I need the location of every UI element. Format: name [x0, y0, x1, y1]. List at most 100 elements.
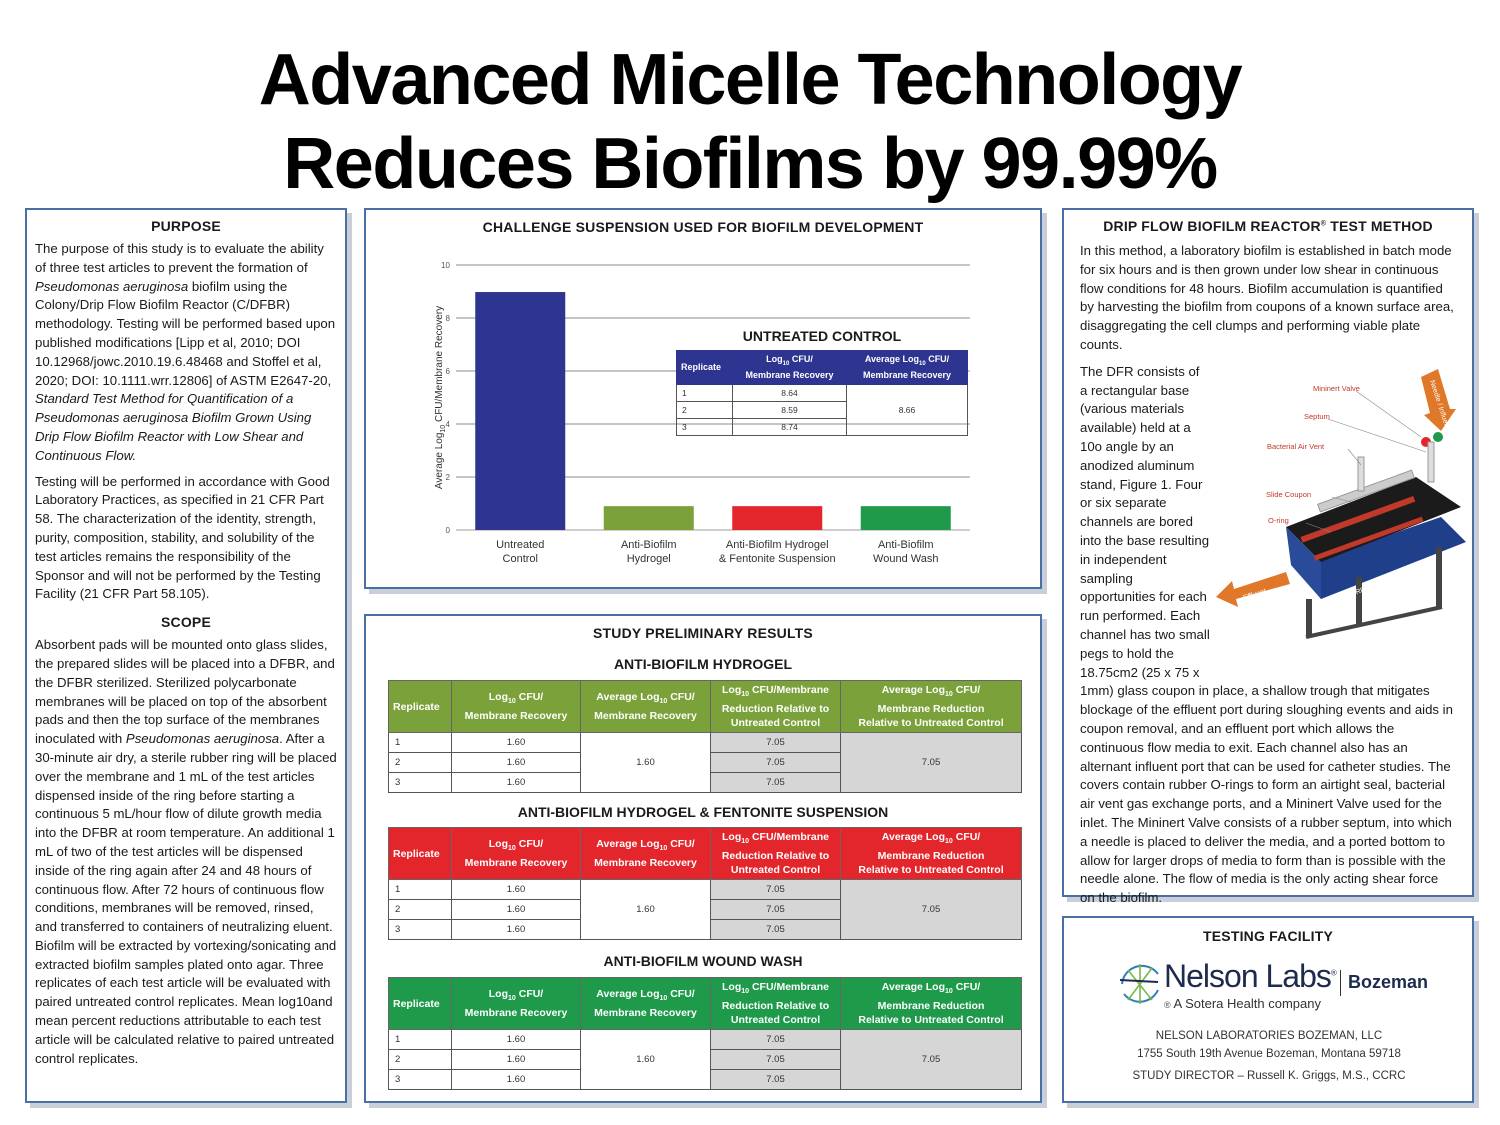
replicate-cell: 3	[388, 1069, 452, 1091]
reduction-cell: 7.05	[710, 899, 841, 921]
y-tick-label: 10	[441, 261, 450, 270]
table-row: 2 1.60 7.05	[388, 1049, 1022, 1071]
leader-line	[1305, 522, 1332, 533]
table-row: 1 1.60 1.60 7.05 7.05	[388, 732, 1022, 794]
text-run: Membrane Recovery	[464, 710, 568, 723]
col-average-recovery: Average Log10 CFU/Membrane Recovery	[580, 679, 711, 734]
x-category-label: & Fentonite Suspension	[719, 553, 836, 565]
y-tick-label: 2	[446, 473, 451, 482]
subscript: 10	[782, 360, 790, 367]
replicate-cell: 3	[388, 919, 452, 941]
replicate-cell: 2	[388, 1049, 452, 1071]
subscript: 10	[508, 995, 516, 1003]
purpose-paragraph-2: Testing will be performed in accordance …	[35, 473, 330, 602]
col-replicate: Replicate	[676, 350, 733, 385]
col-log-recovery: Log10 CFU/Membrane Recovery	[451, 976, 581, 1031]
subscript: 10	[508, 845, 516, 853]
stand-leg	[1356, 576, 1362, 625]
reactor-front-face	[1296, 516, 1466, 599]
text-run: Membrane Recovery	[594, 1007, 697, 1020]
subscript: 10	[659, 845, 668, 853]
text-run: Reduction Relative to	[721, 703, 830, 716]
replicate-cell: 1	[388, 1029, 452, 1051]
x-category-label: Anti-Biofilm	[621, 539, 677, 551]
text-run: biofilm using the Colony/Drip Flow Biofi…	[35, 278, 336, 388]
study-director: STUDY DIRECTOR – Russell K. Griggs, M.S.…	[1132, 1070, 1406, 1082]
scope-body: Absorbent pads will be mounted onto glas…	[35, 636, 337, 1068]
bar	[603, 506, 694, 530]
subscript: 10	[919, 360, 926, 367]
table-row: 3 1.60 7.05	[388, 919, 1022, 941]
average-reduction-cell: 7.05	[840, 732, 1022, 794]
table-row: 1 1.60 1.60 7.05 7.05	[388, 1029, 1022, 1091]
text-run: CFU/	[952, 981, 981, 993]
x-category-label: Anti-Biofilm Hydrogel	[726, 539, 829, 551]
table-header-row: Replicate Log10 CFU/Membrane Recovery Aver…	[388, 976, 1022, 1031]
text-run: Average Log	[881, 831, 945, 843]
result-table: Replicate Log10 CFU/Membrane Recovery Aver…	[388, 826, 1022, 941]
log-value-cell: 1.60	[451, 772, 581, 794]
text-run: CFU/	[667, 988, 695, 1000]
bar	[860, 506, 951, 530]
logo-divider	[1340, 970, 1341, 996]
subscript: 10	[659, 995, 668, 1003]
reduction-cell: 7.05	[710, 752, 841, 774]
text-run: CFU/	[515, 838, 544, 850]
text-run: Log	[722, 981, 742, 993]
text-run: CFU/Membrane	[749, 981, 829, 993]
subscript: 10	[508, 698, 516, 706]
y-tick-label: 6	[446, 367, 451, 376]
purpose-heading: PURPOSE	[151, 218, 221, 234]
leader-line	[1355, 390, 1422, 438]
untreated-control-block: UNTREATED CONTROL Replicate Log10 CFU/Me…	[676, 328, 968, 436]
replicate-cell: 2	[388, 899, 452, 921]
col-reduction: Log10 CFU/Membrane Reduction Relative to U…	[710, 976, 841, 1031]
method-panel: DRIP FLOW BIOFILM REACTOR® TEST METHOD I…	[1062, 208, 1474, 905]
col-average-reduction: Average Log10 CFU/Membrane Reduction Rela…	[840, 679, 1022, 734]
chart-title: CHALLENGE SUSPENSION USED FOR BIOFILM DE…	[482, 219, 924, 235]
method-body: In this method, a laboratory biofilm is …	[1080, 242, 1466, 908]
slide-coupon	[1317, 469, 1415, 513]
reduction-cell: 7.05	[710, 879, 841, 901]
text-run: CFU/	[515, 691, 544, 703]
globe-icon	[1119, 964, 1159, 1004]
leader-line	[1331, 496, 1352, 503]
text-run: Nelson Labs	[1164, 958, 1332, 994]
method-heading: DRIP FLOW BIOFILM REACTOR® TEST METHOD	[1080, 218, 1456, 234]
facility-name: NELSON LABORATORIES BOZEMAN, LLC	[1155, 1030, 1383, 1042]
text-run: Average Log	[864, 354, 919, 364]
text-run: Average Log	[596, 691, 660, 703]
mininert-valve-green	[1433, 431, 1443, 442]
text-run: Relative to Untreated Control	[858, 1014, 1004, 1027]
stand-leg	[1306, 598, 1312, 637]
oring-label: O-ring	[1268, 516, 1289, 525]
table-row: 2 1.60 7.05	[388, 899, 1022, 921]
table-header-row: Replicate Log10 CFU/Membrane Recovery Aver…	[388, 826, 1022, 881]
untreated-control-table: Replicate Log10 CFU/Membrane Recovery Av…	[676, 350, 968, 436]
col-reduction: Log10 CFU/Membrane Reduction Relative to U…	[710, 826, 841, 881]
reactor-top	[1286, 476, 1461, 562]
average-cell: 1.60	[580, 879, 711, 941]
text-run: A Sotera Health company	[1173, 996, 1321, 1011]
col-average-reduction: Average Log10 CFU/Membrane Reduction Rela…	[840, 976, 1022, 1031]
oring-red	[1313, 516, 1424, 561]
text-run: Membrane Recovery	[862, 369, 952, 380]
reactor-side	[1286, 526, 1321, 599]
scope-heading: SCOPE	[160, 614, 211, 631]
average-cell: 1.60	[580, 1029, 711, 1091]
title-line-2: Reduces Biofilms by 99.99%	[283, 124, 1218, 204]
subscript: 10	[659, 698, 668, 706]
text-run: CFU/	[952, 831, 981, 843]
text-run: Untreated Control	[730, 1014, 821, 1027]
model-label: DFR 110	[1409, 561, 1437, 577]
stand-leg	[1436, 546, 1442, 607]
replicate-cell: 3	[676, 417, 733, 436]
text-run: Membrane Recovery	[464, 1007, 568, 1020]
subscript: 10	[741, 838, 750, 846]
facility-heading: TESTING FACILITY	[1203, 928, 1333, 944]
result-table-title: ANTI-BIOFILM HYDROGEL & FENTONITE SUSPEN…	[517, 804, 889, 820]
replicate-cell: 3	[388, 772, 452, 794]
facility-address: 1755 South 19th Avenue Bozeman, Montana …	[1137, 1048, 1401, 1060]
text-run: Log	[766, 354, 783, 364]
text-run: Membrane Recovery	[594, 710, 697, 723]
